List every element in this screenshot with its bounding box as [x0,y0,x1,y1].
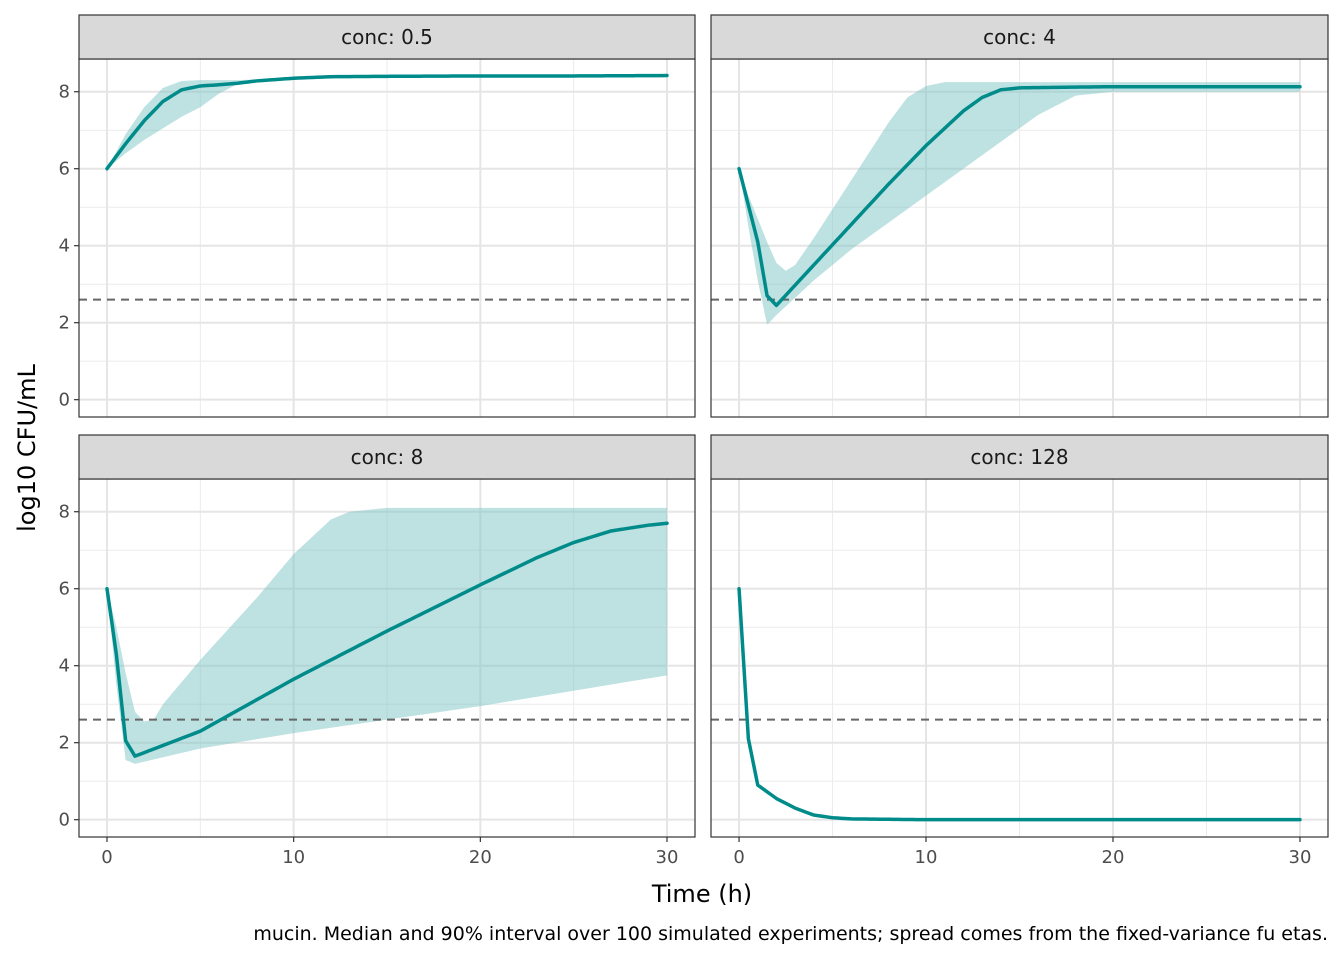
y-tick-label: 2 [59,733,70,754]
y-tick-label: 4 [59,656,70,677]
facet-strip-label: conc: 0.5 [341,25,433,49]
x-tick-label: 10 [915,847,938,868]
x-tick-label: 0 [101,847,112,868]
facet-panel: conc: 0.5 0 2 4 6 8 [59,14,696,418]
figure-caption: mucin. Median and 90% interval over 100 … [253,923,1328,945]
x-tick-label: 20 [1102,847,1125,868]
median-line [737,586,1302,822]
facet-panels: conc: 0.5 0 2 4 6 8 conc: 4 conc: 8 0 2 4 6 8 0 10 20 30… [59,14,1329,868]
facet-strip [710,434,1329,480]
facet-panel: conc: 128 0 10 20 30 [710,434,1329,868]
facet-panel: conc: 4 [710,14,1329,418]
x-tick-label: 10 [282,847,305,868]
facet-strip [78,14,696,60]
y-tick-label: 2 [59,313,70,334]
median-line [105,73,669,171]
interval-ribbon [107,507,667,764]
x-tick-label: 0 [733,847,744,868]
y-tick-label: 6 [59,579,70,600]
y-tick-label: 8 [59,502,70,523]
facet-strip [710,14,1329,60]
y-axis-title: log10 CFU/mL [13,364,41,532]
facet-panel: conc: 8 0 2 4 6 8 0 10 20 30 [59,434,696,868]
x-tick-label: 30 [656,847,679,868]
facet-strip-label: conc: 4 [983,25,1056,49]
x-tick-label: 20 [469,847,492,868]
median-line [737,84,1302,308]
facet-strip-label: conc: 8 [351,445,424,469]
interval-ribbon [739,82,1300,325]
facet-strip-label: conc: 128 [970,445,1068,469]
median-line [105,521,669,758]
y-tick-label: 6 [59,159,70,180]
x-axis-title: Time (h) [651,880,752,908]
y-tick-label: 8 [59,82,70,103]
facet-strip [78,434,696,480]
x-tick-label: 30 [1289,847,1312,868]
y-tick-label: 0 [59,810,70,831]
y-tick-label: 0 [59,390,70,411]
y-tick-label: 4 [59,236,70,257]
